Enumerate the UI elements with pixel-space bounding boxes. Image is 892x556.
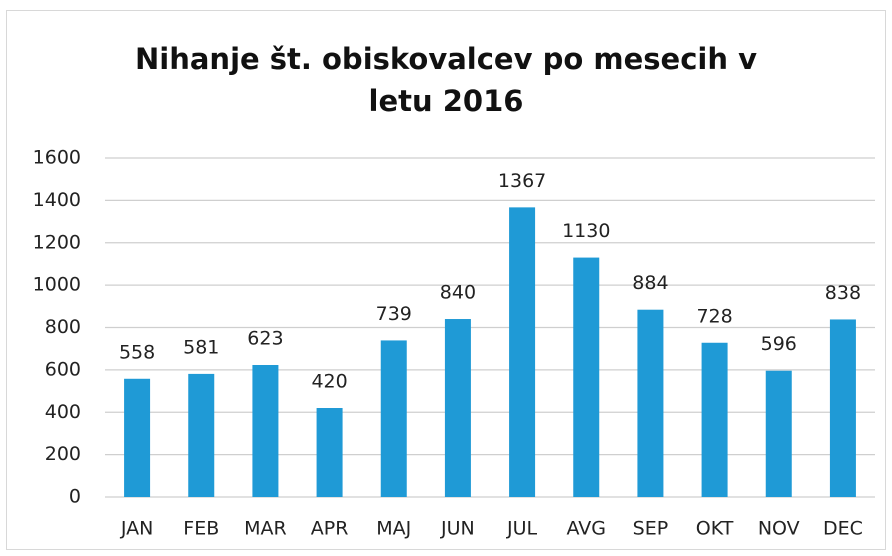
data-label: 884	[632, 272, 668, 294]
data-label: 581	[183, 336, 219, 358]
data-label: 596	[761, 333, 797, 355]
bar	[444, 319, 471, 497]
data-label: 623	[247, 328, 283, 350]
x-tick-label: JUL	[506, 518, 538, 540]
y-tick-label: 600	[45, 358, 81, 380]
y-tick-label: 400	[45, 401, 81, 423]
bar	[573, 257, 600, 497]
x-tick-label: OKT	[696, 518, 734, 540]
x-tick-label: JAN	[120, 518, 153, 540]
bar	[829, 319, 856, 497]
x-tick-label: NOV	[758, 518, 800, 540]
bar	[637, 309, 664, 497]
x-tick-label: APR	[311, 518, 349, 540]
x-tick-label: JUN	[440, 518, 475, 540]
y-tick-label: 0	[69, 486, 81, 508]
y-tick-label: 800	[45, 316, 81, 338]
y-tick-label: 200	[45, 443, 81, 465]
data-label: 1130	[562, 220, 610, 242]
x-tick-label: MAJ	[376, 518, 411, 540]
data-label: 558	[119, 341, 155, 363]
bar	[765, 370, 792, 497]
bar	[252, 365, 279, 497]
y-tick-label: 1600	[33, 147, 81, 169]
chart-frame	[6, 10, 886, 550]
x-tick-label: FEB	[183, 518, 219, 540]
bar	[124, 378, 151, 497]
data-label: 840	[440, 282, 476, 304]
x-tick-label: AVG	[566, 518, 606, 540]
y-tick-label: 1000	[33, 274, 81, 296]
bar	[509, 207, 536, 497]
bar	[316, 408, 343, 497]
x-tick-label: MAR	[244, 518, 287, 540]
chart-title: Nihanje št. obiskovalcev po mesecih v le…	[135, 42, 757, 118]
data-label: 728	[696, 305, 732, 327]
data-label: 420	[311, 371, 347, 393]
bar	[188, 373, 215, 497]
bar	[701, 342, 728, 497]
data-label: 739	[376, 303, 412, 325]
bar	[380, 340, 407, 497]
x-tick-label: DEC	[823, 518, 863, 540]
y-tick-label: 1400	[33, 189, 81, 211]
y-tick-label: 1200	[33, 231, 81, 253]
data-label: 838	[825, 282, 861, 304]
data-label: 1367	[498, 170, 546, 192]
x-tick-label: SEP	[633, 518, 669, 540]
